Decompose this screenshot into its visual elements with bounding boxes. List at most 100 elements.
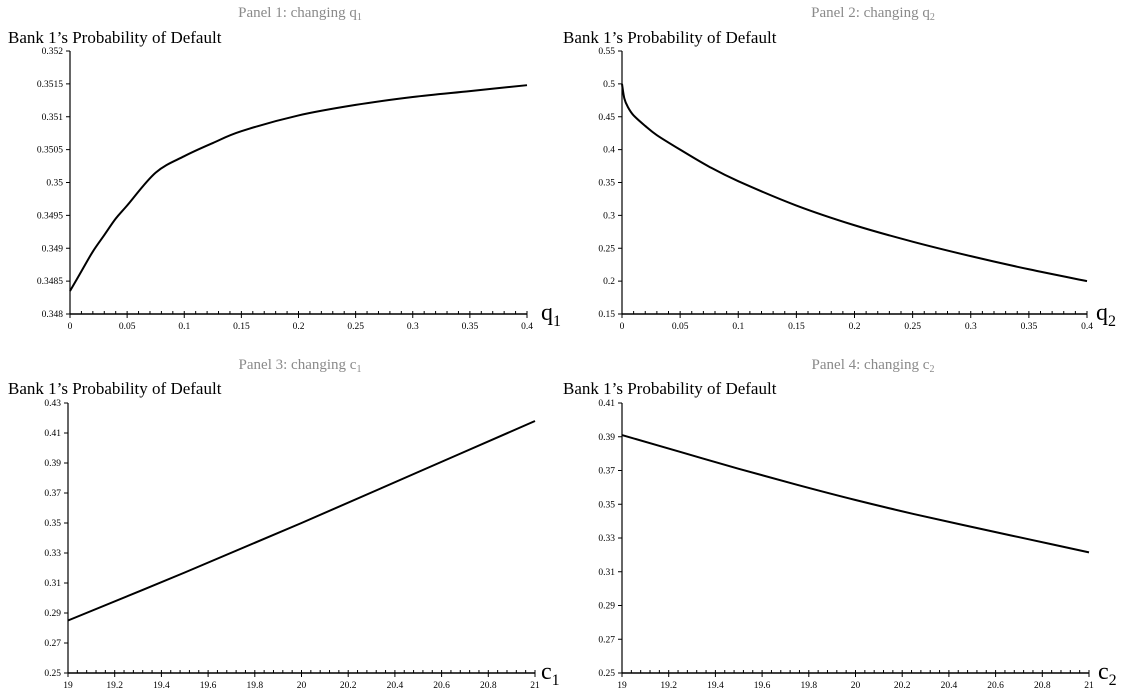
panel-1-x-tick-label: 0.2 bbox=[293, 322, 305, 332]
panel-1-title-text: Panel 1: changing q bbox=[238, 5, 357, 21]
panel-4-y-tick-label: 0.27 bbox=[598, 635, 615, 645]
panel-1-y-tick-label: 0.35 bbox=[46, 179, 63, 189]
panel-4-y-tick-label: 0.33 bbox=[598, 534, 615, 544]
panel-1-title: Panel 1: changing q1 bbox=[238, 5, 362, 23]
panel-3-x-tick-label: 19.2 bbox=[106, 681, 123, 691]
panel-1-x-tick-label: 0 bbox=[68, 322, 73, 332]
panel-2-x-axis-var: q bbox=[1096, 300, 1108, 326]
panel-1-y-tick-label: 0.3505 bbox=[37, 146, 63, 156]
panel-2-x-tick-label: 0.1 bbox=[732, 322, 744, 332]
panel-4-x-tick-label: 19.4 bbox=[707, 681, 724, 691]
panel-4-y-tick-label: 0.41 bbox=[598, 399, 615, 409]
panel-4-y-tick-label: 0.35 bbox=[598, 500, 615, 510]
panel-2-title-text: Panel 2: changing q bbox=[811, 5, 930, 21]
panel-4-x-tick-label: 20.6 bbox=[987, 681, 1004, 691]
panel-4-series-line bbox=[621, 434, 1090, 554]
panel-1-x-tick-label: 0.4 bbox=[521, 322, 533, 332]
panel-4-x-tick-label: 19.6 bbox=[754, 681, 771, 691]
panel-2-x-axis-label: q2 bbox=[1096, 300, 1116, 330]
panel-1-x-axis-label: q1 bbox=[541, 300, 561, 330]
panel-1-x-tick-label: 0.25 bbox=[347, 322, 364, 332]
panel-2-y-tick-label: 0.25 bbox=[598, 244, 615, 254]
panel-4-y-tick-label: 0.31 bbox=[598, 568, 615, 578]
panel-3-x-tick-label: 21 bbox=[530, 681, 540, 691]
panel-3-y-tick-label: 0.39 bbox=[44, 459, 61, 469]
panel-2-x-tick-label: 0.2 bbox=[849, 322, 861, 332]
panel-4-y-tick-label: 0.29 bbox=[598, 602, 615, 612]
panel-3-y-tick-label: 0.43 bbox=[44, 399, 61, 409]
panel-2-y-tick-label: 0.45 bbox=[598, 113, 615, 123]
panel-2-y-tick-label: 0.55 bbox=[598, 47, 615, 57]
panel-1-y-tick-label: 0.351 bbox=[42, 113, 64, 123]
panel-3-y-tick-label: 0.25 bbox=[44, 669, 61, 679]
panel-2-x-tick-label: 0.05 bbox=[672, 322, 689, 332]
panel-3-x-axis-var: c bbox=[541, 659, 552, 685]
panel-3-title-text: Panel 3: changing c bbox=[239, 357, 357, 373]
panel-2-x-tick-label: 0 bbox=[620, 322, 625, 332]
panel-3-y-tick-label: 0.33 bbox=[44, 549, 61, 559]
panel-4-x-tick-label: 21 bbox=[1084, 681, 1094, 691]
panel-1-x-tick-label: 0.35 bbox=[462, 322, 479, 332]
panel-3-x-tick-label: 20.6 bbox=[433, 681, 450, 691]
panel-1-y-tick-label: 0.352 bbox=[42, 47, 64, 57]
panel-3-x-tick-label: 20.2 bbox=[340, 681, 357, 691]
panel-2-title: Panel 2: changing q2 bbox=[811, 5, 935, 23]
panel-2-title-subscript: 2 bbox=[930, 12, 935, 23]
panel-3-y-tick-label: 0.41 bbox=[44, 429, 61, 439]
panel-2-y-tick-label: 0.15 bbox=[598, 310, 615, 320]
panel-1-x-axis-var: q bbox=[541, 300, 553, 326]
panel-3-y-tick-label: 0.31 bbox=[44, 579, 61, 589]
panel-4-x-axis-var: c bbox=[1098, 659, 1109, 685]
panel-4-x-axis-label: c2 bbox=[1098, 659, 1117, 689]
panel-2-x-tick-label: 0.4 bbox=[1081, 322, 1093, 332]
panel-4-x-tick-label: 20.2 bbox=[894, 681, 911, 691]
panel-4-x-axis-subscript: 2 bbox=[1109, 672, 1117, 689]
panel-1-x-tick-label: 0.05 bbox=[119, 322, 136, 332]
panel-3-title: Panel 3: changing c1 bbox=[239, 357, 362, 375]
panel-2-series-line bbox=[621, 83, 1088, 283]
panel-2-y-tick-label: 0.35 bbox=[598, 179, 615, 189]
panel-1-y-tick-label: 0.348 bbox=[42, 310, 64, 320]
panel-1-title-subscript: 1 bbox=[357, 12, 362, 23]
panel-4-x-tick-label: 20 bbox=[851, 681, 861, 691]
panel-1-y-tick-label: 0.349 bbox=[42, 244, 64, 254]
panel-1-y-tick-label: 0.3495 bbox=[37, 211, 63, 221]
panel-3-x-tick-label: 19.8 bbox=[246, 681, 263, 691]
panel-2-x-tick-label: 0.25 bbox=[904, 322, 921, 332]
panel-1-y-tick-label: 0.3485 bbox=[37, 277, 63, 287]
panel-3-x-tick-label: 20.4 bbox=[387, 681, 404, 691]
panel-2-y-tick-label: 0.4 bbox=[603, 146, 615, 156]
panel-4-title-subscript: 2 bbox=[929, 364, 934, 375]
panel-4-x-tick-label: 19.8 bbox=[800, 681, 817, 691]
panel-2-x-axis-subscript: 2 bbox=[1108, 313, 1116, 330]
panel-3-y-tick-label: 0.35 bbox=[44, 519, 61, 529]
panel-3-x-tick-label: 20 bbox=[297, 681, 307, 691]
panel-4-x-tick-label: 19 bbox=[617, 681, 627, 691]
panel-3-x-axis-label: c1 bbox=[541, 659, 560, 689]
panel-3-x-tick-label: 19 bbox=[63, 681, 73, 691]
panel-1-x-tick-label: 0.3 bbox=[407, 322, 419, 332]
panel-3-y-tick-label: 0.27 bbox=[44, 639, 61, 649]
panel-4-x-tick-label: 19.2 bbox=[660, 681, 677, 691]
panel-2-y-tick-label: 0.5 bbox=[603, 80, 615, 90]
panel-1-x-axis-subscript: 1 bbox=[553, 313, 561, 330]
panel-2-x-tick-label: 0.15 bbox=[788, 322, 805, 332]
panel-3-title-subscript: 1 bbox=[356, 364, 361, 375]
panel-4-y-tick-label: 0.39 bbox=[598, 433, 615, 443]
panel-3-x-tick-label: 19.4 bbox=[153, 681, 170, 691]
panel-3-y-tick-label: 0.29 bbox=[44, 609, 61, 619]
panel-4-y-tick-label: 0.25 bbox=[598, 669, 615, 679]
panel-2-y-tick-label: 0.3 bbox=[603, 211, 615, 221]
panel-1-series-line bbox=[69, 84, 528, 292]
panel-4-x-tick-label: 20.4 bbox=[941, 681, 958, 691]
panel-2-x-tick-label: 0.3 bbox=[965, 322, 977, 332]
panel-3-y-tick-label: 0.37 bbox=[44, 489, 61, 499]
panel-2-x-tick-label: 0.35 bbox=[1021, 322, 1038, 332]
panel-3-x-axis-subscript: 1 bbox=[552, 672, 560, 689]
panel-4-x-tick-label: 20.8 bbox=[1034, 681, 1051, 691]
panel-1-x-tick-label: 0.15 bbox=[233, 322, 250, 332]
panel-4-y-axis-label: Bank 1’s Probability of Default bbox=[563, 379, 777, 398]
